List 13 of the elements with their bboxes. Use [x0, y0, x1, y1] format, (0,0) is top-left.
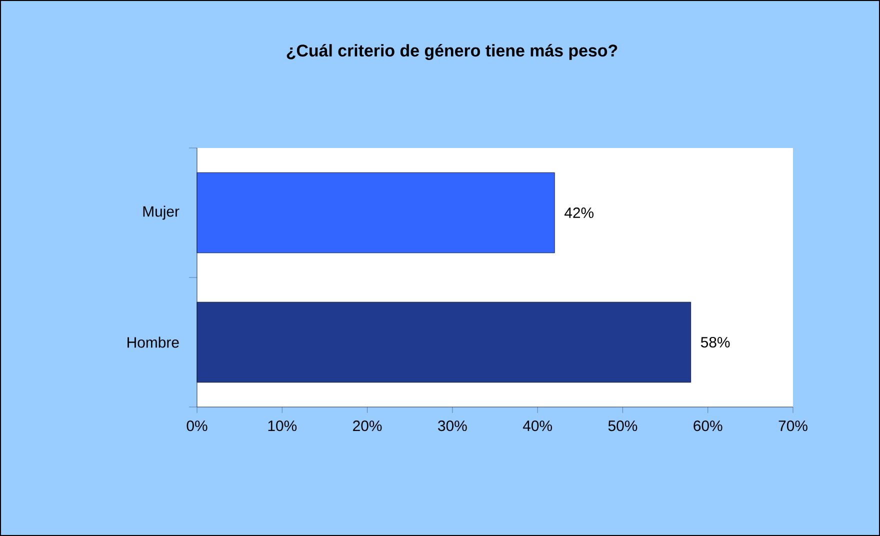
- x-tick-label: 60%: [694, 420, 722, 432]
- x-tick-label: 70%: [778, 420, 808, 432]
- y-tick-label: Mujer: [143, 206, 180, 220]
- x-tick-label: 0%: [186, 420, 208, 432]
- x-tick-label: 30%: [438, 420, 467, 432]
- data-label: 58%: [700, 336, 730, 348]
- x-tick-label: 40%: [522, 420, 552, 432]
- x-tick-label: 20%: [353, 420, 382, 432]
- chart-title: ¿Cuál criterio de género tiene más peso?: [286, 44, 618, 60]
- x-tick-label: 10%: [268, 420, 297, 432]
- x-tick-label: 50%: [608, 420, 638, 432]
- data-label: 42%: [564, 207, 594, 218]
- y-tick-label: Hombre: [128, 336, 179, 348]
